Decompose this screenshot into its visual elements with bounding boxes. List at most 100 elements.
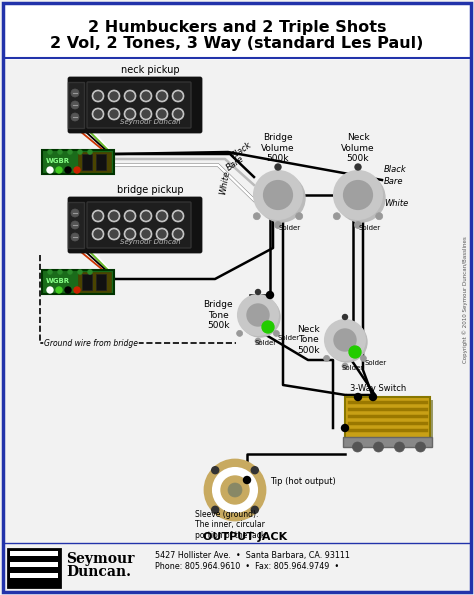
Text: WGBR: WGBR [46, 158, 70, 164]
FancyBboxPatch shape [42, 270, 114, 294]
Circle shape [325, 320, 365, 360]
Circle shape [71, 209, 79, 217]
Circle shape [71, 233, 79, 241]
Circle shape [212, 466, 219, 474]
Text: White: White [218, 170, 231, 196]
Circle shape [74, 167, 80, 173]
Text: Bare: Bare [225, 154, 246, 173]
Circle shape [65, 287, 71, 293]
FancyBboxPatch shape [82, 274, 92, 290]
Text: WGBR: WGBR [46, 278, 70, 284]
Circle shape [342, 363, 348, 369]
Circle shape [228, 483, 242, 497]
Circle shape [257, 174, 305, 222]
Text: Tip (hot output): Tip (hot output) [270, 478, 336, 487]
FancyBboxPatch shape [78, 272, 111, 292]
Circle shape [244, 477, 250, 484]
Circle shape [337, 174, 385, 222]
Circle shape [238, 295, 278, 335]
Circle shape [110, 230, 118, 238]
Circle shape [78, 149, 82, 155]
FancyBboxPatch shape [8, 549, 60, 587]
Circle shape [124, 108, 136, 120]
Text: Ground wire from bridge: Ground wire from bridge [44, 339, 138, 347]
Text: Seymour Duncan: Seymour Duncan [120, 239, 180, 245]
Text: Bridge
Volume
500k: Bridge Volume 500k [261, 133, 295, 163]
Circle shape [126, 212, 134, 220]
Text: Black: Black [230, 140, 254, 160]
Circle shape [172, 108, 184, 120]
Circle shape [65, 167, 71, 173]
Circle shape [158, 230, 166, 238]
Circle shape [172, 210, 184, 222]
Circle shape [94, 110, 102, 118]
Text: 3-Way Switch: 3-Way Switch [350, 384, 406, 393]
Circle shape [255, 290, 261, 295]
Circle shape [140, 210, 152, 222]
Circle shape [108, 108, 120, 120]
Circle shape [158, 110, 166, 118]
FancyBboxPatch shape [68, 202, 84, 248]
Text: Phone: 805.964.9610  •  Fax: 805.964.9749  •: Phone: 805.964.9610 • Fax: 805.964.9749 … [155, 562, 339, 571]
Circle shape [140, 228, 152, 240]
Circle shape [251, 466, 258, 474]
Circle shape [142, 230, 150, 238]
Circle shape [142, 212, 150, 220]
Circle shape [205, 460, 265, 520]
Text: 2 Humbuckers and 2 Triple Shots: 2 Humbuckers and 2 Triple Shots [88, 20, 386, 35]
Circle shape [394, 442, 404, 452]
Circle shape [158, 92, 166, 100]
Circle shape [142, 110, 150, 118]
Text: Bridge
Tone
500k: Bridge Tone 500k [203, 300, 233, 330]
Text: Neck
Volume
500k: Neck Volume 500k [341, 133, 375, 163]
Circle shape [370, 393, 376, 400]
Circle shape [343, 315, 347, 320]
Circle shape [78, 270, 82, 274]
FancyBboxPatch shape [42, 150, 114, 174]
Text: Seymour: Seymour [66, 552, 134, 566]
Circle shape [71, 221, 79, 229]
Circle shape [324, 355, 329, 361]
Circle shape [262, 321, 274, 333]
Circle shape [156, 210, 168, 222]
Circle shape [56, 287, 62, 293]
Text: Duncan.: Duncan. [66, 565, 131, 579]
Circle shape [126, 230, 134, 238]
Circle shape [57, 149, 63, 155]
FancyBboxPatch shape [78, 152, 111, 172]
Circle shape [126, 110, 134, 118]
Circle shape [254, 171, 302, 219]
Circle shape [174, 212, 182, 220]
FancyBboxPatch shape [10, 562, 58, 567]
Circle shape [264, 181, 292, 209]
Text: Solder: Solder [278, 335, 300, 341]
Circle shape [353, 442, 363, 452]
Circle shape [57, 270, 63, 274]
FancyBboxPatch shape [87, 202, 191, 248]
Circle shape [355, 164, 361, 170]
Text: Sleeve (ground).
The inner, circular
portion of the jack: Sleeve (ground). The inner, circular por… [195, 510, 265, 540]
FancyBboxPatch shape [344, 437, 432, 447]
FancyBboxPatch shape [10, 573, 58, 578]
Circle shape [174, 230, 182, 238]
Circle shape [296, 213, 303, 220]
Circle shape [47, 149, 53, 155]
Circle shape [94, 92, 102, 100]
Circle shape [174, 92, 182, 100]
Circle shape [88, 270, 92, 274]
Circle shape [355, 393, 362, 400]
Circle shape [172, 228, 184, 240]
Circle shape [47, 270, 53, 274]
Circle shape [110, 212, 118, 220]
Text: Solder: Solder [359, 225, 381, 231]
FancyBboxPatch shape [96, 274, 106, 290]
Circle shape [67, 270, 73, 274]
Circle shape [74, 287, 80, 293]
Circle shape [140, 90, 152, 102]
FancyBboxPatch shape [69, 198, 201, 252]
Circle shape [274, 221, 282, 228]
Circle shape [240, 297, 280, 337]
Circle shape [110, 92, 118, 100]
Circle shape [71, 101, 79, 109]
Circle shape [334, 329, 356, 351]
